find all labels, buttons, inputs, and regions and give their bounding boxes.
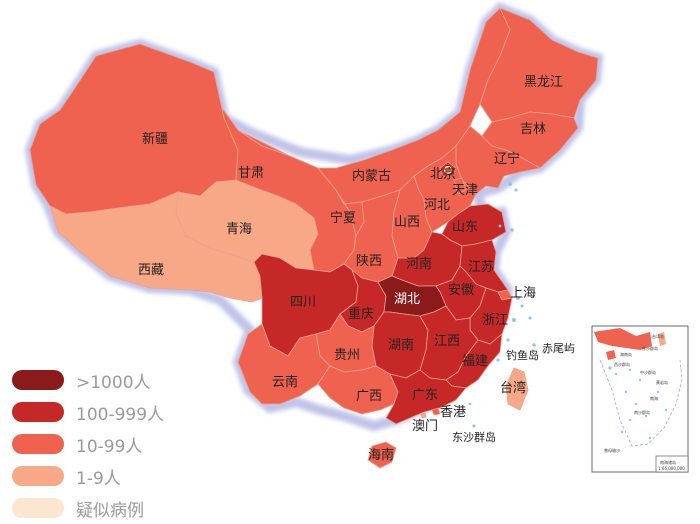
label-shanghai: 上海 [510,286,536,301]
legend: >1000人 100-999人 10-99人 1-9人 疑似病例 [12,364,164,524]
legend-swatch [12,434,64,454]
legend-item-gt1000[interactable]: >1000人 [12,364,164,396]
label-guangxi: 广西 [356,389,382,404]
label-liaoning: 辽宁 [494,151,520,167]
label-hunan: 湖南 [388,337,414,353]
inset-scale: 1:66,000,000 [658,466,685,471]
inset-label-hainan: 海南岛 [620,351,632,357]
legend-label: >1000人 [76,372,151,393]
label-anhui: 安徽 [448,283,474,298]
legend-swatch [12,466,64,486]
label-yunnan: 云南 [272,374,298,390]
inset-label-xisha: 西沙群岛 [614,361,630,367]
province-macau[interactable] [420,412,427,419]
label-jiangsu: 江苏 [468,259,494,275]
label-chiwei: 赤尾屿 [542,342,575,355]
label-shanxi: 山西 [394,215,420,230]
label-xinjiang: 新疆 [142,131,168,147]
legend-label: 100-999人 [76,404,165,425]
legend-item-100-999[interactable]: 100-999人 [12,396,164,428]
label-shaanxi: 陕西 [356,254,382,269]
label-gansu: 甘肃 [238,166,264,181]
label-hainan: 海南 [368,447,394,463]
legend-label: 疑似病例 [76,500,144,521]
inset-label-dongsha: 东沙群岛 [642,345,658,351]
legend-item-10-99[interactable]: 10-99人 [12,428,164,460]
province-tianjin[interactable] [453,177,467,195]
legend-swatch [12,498,64,518]
label-taiwan: 台湾 [500,380,526,396]
label-tianjin: 天津 [452,183,478,198]
label-diaoyu: 钓鱼岛 [506,348,539,362]
label-hebei: 河北 [424,198,450,213]
legend-item-suspected[interactable]: 疑似病例 [12,492,164,524]
province-xinjiang[interactable] [29,43,239,215]
legend-swatch [12,370,64,390]
province-hainan[interactable] [367,441,397,469]
province-hongkong[interactable] [431,407,441,416]
legend-label: 10-99人 [76,436,143,457]
label-qinghai: 青海 [226,222,252,237]
inset-label-nansha: 南沙群岛 [634,409,650,415]
label-guizhou: 贵州 [334,348,360,363]
province-labels: 黑龙江 吉林 辽宁 新疆 甘肃 内蒙古 北京 天津 河北 青海 宁夏 山西 山东… [138,75,575,463]
beijing-marker [444,166,452,174]
label-macau: 澳门 [412,418,438,434]
label-hongkong: 香港 [440,405,466,420]
inset-label-taiwan: 台湾岛 [652,333,664,339]
province-guangdong[interactable] [385,369,467,425]
label-ningxia: 宁夏 [330,210,356,226]
legend-item-1-9[interactable]: 1-9人 [12,460,164,492]
label-fujian: 福建 [462,354,488,369]
china-map: 黑龙江 吉林 辽宁 新疆 甘肃 内蒙古 北京 天津 河北 青海 宁夏 山西 山东… [24,2,689,473]
label-sichuan: 四川 [290,295,316,310]
inset-label-nanhai: 南海 [650,395,658,401]
inset-label-huangyan: 黄岩岛 [656,379,668,385]
legend-label: 1-9人 [76,468,121,489]
label-shandong: 山东 [452,220,478,235]
label-guangdong: 广东 [412,388,438,403]
label-henan: 河南 [406,256,432,272]
label-chongqing: 重庆 [348,306,374,322]
inset-title: 南海诸岛 [660,459,676,465]
label-zhejiang: 浙江 [482,313,508,328]
label-neimenggu: 内蒙古 [352,168,391,184]
province-taiwan[interactable] [505,367,529,411]
label-hubei: 湖北 [394,292,420,307]
label-jiangxi: 江西 [434,334,460,349]
province-yunnan[interactable] [237,323,331,405]
label-heilongjiang: 黑龙江 [524,75,563,90]
south-sea-inset: 台湾岛 海南岛 东沙群岛 西沙群岛 中沙群岛 黄岩岛 南沙群岛 曾母暗沙 南海 … [591,325,689,473]
coastal-islands [456,182,546,428]
label-dongsha: 东沙群岛 [452,430,496,444]
label-beijing: 北京 [430,167,456,182]
legend-swatch [12,402,64,422]
label-jilin: 吉林 [520,122,546,137]
label-xizang: 西藏 [138,263,164,278]
inset-label-zengmu: 曾母暗沙 [604,447,620,453]
inset-label-zhongsha: 中沙群岛 [640,369,656,375]
